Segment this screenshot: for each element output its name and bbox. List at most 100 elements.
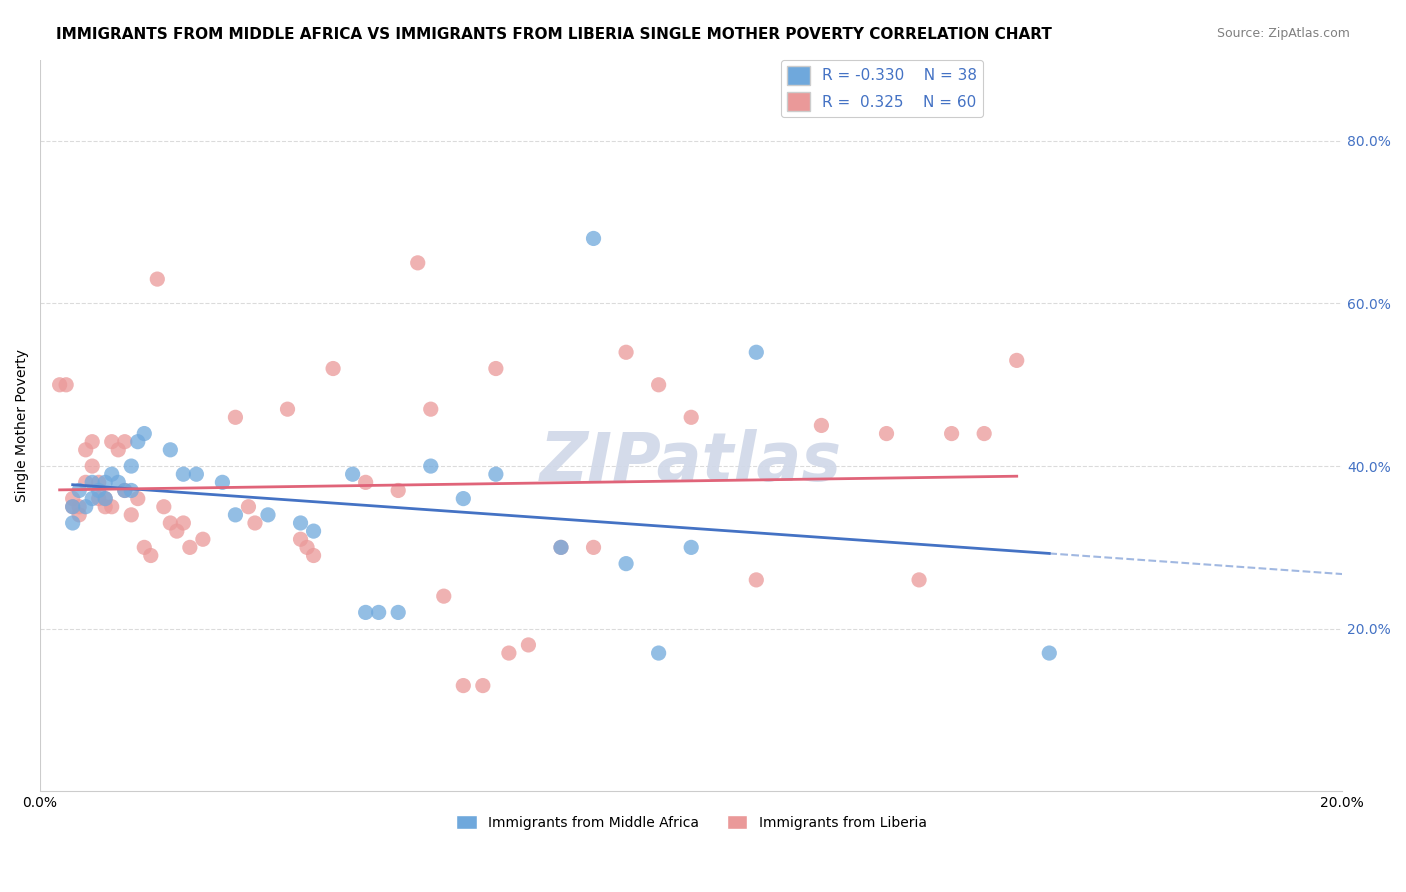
Point <box>290 516 312 530</box>
Point <box>114 434 136 449</box>
Point <box>127 434 149 449</box>
Point <box>322 361 344 376</box>
Point <box>517 638 540 652</box>
Point <box>550 541 572 555</box>
Point <box>67 508 90 522</box>
Point <box>120 508 142 522</box>
Point <box>146 272 169 286</box>
Point <box>134 541 156 555</box>
Point <box>745 573 768 587</box>
Point <box>62 500 84 514</box>
Point <box>745 345 768 359</box>
Legend: Immigrants from Middle Africa, Immigrants from Liberia: Immigrants from Middle Africa, Immigrant… <box>450 810 932 836</box>
Point <box>224 410 246 425</box>
Point <box>82 491 104 506</box>
Point <box>87 491 110 506</box>
Text: IMMIGRANTS FROM MIDDLE AFRICA VS IMMIGRANTS FROM LIBERIA SINGLE MOTHER POVERTY C: IMMIGRANTS FROM MIDDLE AFRICA VS IMMIGRA… <box>56 27 1052 42</box>
Point <box>1005 353 1028 368</box>
Point <box>75 500 97 514</box>
Point <box>876 426 898 441</box>
Point <box>191 533 214 547</box>
Point <box>387 483 409 498</box>
Point <box>127 491 149 506</box>
Point <box>224 508 246 522</box>
Point <box>276 402 298 417</box>
Point <box>433 589 456 603</box>
Point <box>62 516 84 530</box>
Point <box>354 475 377 490</box>
Point <box>114 483 136 498</box>
Point <box>810 418 832 433</box>
Point <box>159 442 181 457</box>
Point <box>153 500 176 514</box>
Point <box>100 467 122 482</box>
Point <box>550 541 572 555</box>
Point <box>48 377 70 392</box>
Point <box>302 524 325 538</box>
Point <box>681 410 703 425</box>
Point <box>100 500 122 514</box>
Point <box>107 475 129 490</box>
Point <box>87 475 110 490</box>
Point <box>179 541 201 555</box>
Point <box>100 434 122 449</box>
Point <box>211 475 233 490</box>
Point <box>120 459 142 474</box>
Point <box>290 533 312 547</box>
Point <box>186 467 208 482</box>
Point <box>387 606 409 620</box>
Point <box>82 459 104 474</box>
Point <box>94 500 117 514</box>
Point <box>367 606 389 620</box>
Y-axis label: Single Mother Poverty: Single Mother Poverty <box>15 349 30 502</box>
Point <box>295 541 318 555</box>
Point <box>75 442 97 457</box>
Point <box>342 467 364 482</box>
Point <box>614 557 637 571</box>
Text: ZIPatlas: ZIPatlas <box>540 429 842 495</box>
Point <box>485 467 508 482</box>
Point <box>107 442 129 457</box>
Text: Source: ZipAtlas.com: Source: ZipAtlas.com <box>1216 27 1350 40</box>
Point <box>582 231 605 245</box>
Point <box>498 646 520 660</box>
Point <box>82 434 104 449</box>
Point <box>82 475 104 490</box>
Point <box>75 475 97 490</box>
Point <box>354 606 377 620</box>
Point <box>419 402 441 417</box>
Point <box>471 679 494 693</box>
Point <box>243 516 266 530</box>
Point <box>166 524 188 538</box>
Point <box>453 491 475 506</box>
Point <box>406 256 429 270</box>
Point <box>908 573 931 587</box>
Point <box>302 549 325 563</box>
Point <box>94 475 117 490</box>
Point <box>681 541 703 555</box>
Point <box>647 377 669 392</box>
Point <box>94 491 117 506</box>
Point <box>973 426 995 441</box>
Point <box>941 426 963 441</box>
Point <box>582 541 605 555</box>
Point <box>485 361 508 376</box>
Point <box>257 508 280 522</box>
Point <box>238 500 260 514</box>
Point <box>62 500 84 514</box>
Point <box>453 679 475 693</box>
Point <box>172 467 194 482</box>
Point <box>159 516 181 530</box>
Point <box>114 483 136 498</box>
Point <box>67 483 90 498</box>
Point <box>172 516 194 530</box>
Point <box>62 491 84 506</box>
Point <box>94 491 117 506</box>
Point <box>134 426 156 441</box>
Point <box>419 459 441 474</box>
Point <box>1038 646 1060 660</box>
Point <box>87 483 110 498</box>
Point <box>120 483 142 498</box>
Point <box>67 500 90 514</box>
Point <box>55 377 77 392</box>
